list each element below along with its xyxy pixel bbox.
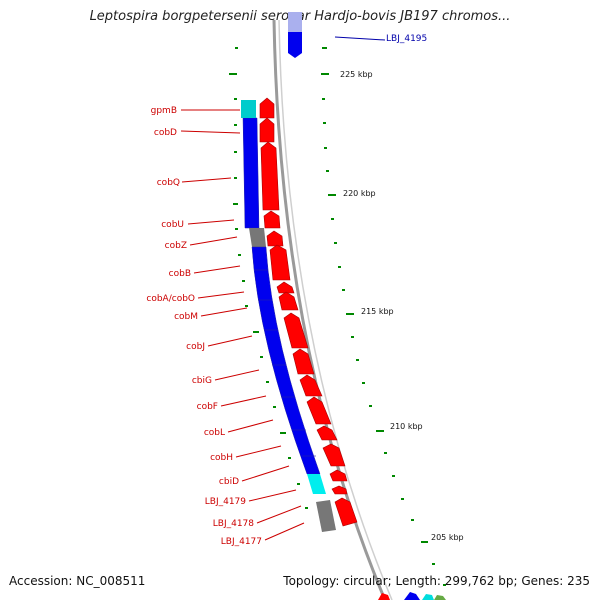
- gene-label-cobH[interactable]: cobH: [210, 453, 233, 463]
- topology-summary: Topology: circular; Length: 299,762 bp; …: [283, 574, 590, 588]
- arrow-cobB[interactable]: [269, 244, 291, 281]
- gene-label-cobQ[interactable]: cobQ: [157, 178, 180, 188]
- arrow-cobZ[interactable]: [266, 230, 284, 247]
- gene-label-gpmB[interactable]: gpmB: [151, 106, 177, 116]
- gene-label-cobB[interactable]: cobB: [169, 269, 191, 279]
- kbp-label-220: 220 kbp: [343, 189, 376, 198]
- kbp-label-210: 210 kbp: [390, 422, 423, 431]
- feature-lbj4177[interactable]: [316, 500, 336, 532]
- gene-label-cobU[interactable]: cobU: [161, 220, 184, 230]
- gene-label-cobA-cobO[interactable]: cobA/cobO: [146, 294, 195, 304]
- gene-label-lbj4179[interactable]: LBJ_4179: [205, 497, 247, 507]
- kbp-label-215: 215 kbp: [361, 307, 394, 316]
- backbone-inner: [278, 19, 393, 600]
- leader-lbj4195: [334, 36, 386, 41]
- gene-label-cobD[interactable]: cobD: [154, 128, 177, 138]
- gene-label-cbiD[interactable]: cbiD: [219, 477, 239, 487]
- arrow-lbj4178[interactable]: [331, 485, 348, 495]
- gene-label-cobM[interactable]: cobM: [174, 312, 198, 322]
- gene-label-cobL[interactable]: cobL: [204, 428, 225, 438]
- arrow-cbiD[interactable]: [322, 443, 346, 467]
- arrow-cobU[interactable]: [263, 210, 281, 229]
- arrow-lbj4179[interactable]: [329, 469, 348, 482]
- gene-label-cobJ[interactable]: cobJ: [186, 342, 205, 352]
- arrow-cobJ[interactable]: [283, 312, 309, 349]
- arrow-cobF[interactable]: [299, 374, 323, 397]
- arrow-cobD[interactable]: [259, 117, 275, 143]
- feature-lbj4195-shade: [288, 12, 302, 32]
- arrow-cobQ[interactable]: [260, 141, 280, 211]
- gene-label-cbiG[interactable]: cbiG: [192, 376, 212, 386]
- gene-label-lbj4178[interactable]: LBJ_4178: [213, 519, 255, 529]
- arrow-cobM[interactable]: [278, 291, 299, 311]
- backbone-outer: [272, 19, 387, 600]
- arrow-gpmB[interactable]: [259, 97, 275, 119]
- inner-ticks: [229, 47, 308, 509]
- bottom-features: [378, 592, 446, 600]
- feature-lbj4179-cyan[interactable]: [307, 474, 326, 494]
- feature-cobD[interactable]: [242, 117, 260, 229]
- feature-lbj4195[interactable]: [288, 32, 302, 58]
- arrow-cobL[interactable]: [306, 396, 332, 425]
- label-lbj4195[interactable]: LBJ_4195: [386, 34, 427, 44]
- kbp-label-225: 225 kbp: [340, 70, 373, 79]
- scale-ticks: [321, 47, 446, 586]
- gene-label-leaders: [180, 109, 305, 541]
- arrow-lbj4177[interactable]: [334, 497, 358, 527]
- gene-label-cobF[interactable]: cobF: [197, 402, 218, 412]
- gene-label-cobZ[interactable]: cobZ: [165, 241, 187, 251]
- feature-gpmB[interactable]: [241, 100, 256, 118]
- arrow-cbiG[interactable]: [292, 348, 315, 375]
- accession-label: Accession: NC_008511: [9, 574, 146, 588]
- gene-labels: gpmB cobD cobQ cobU cobZ cobB cobA/cobO …: [146, 106, 262, 547]
- arrow-cobH[interactable]: [316, 425, 338, 441]
- kbp-label-205: 205 kbp: [431, 533, 464, 542]
- arrow-cobA[interactable]: [276, 281, 295, 294]
- gene-label-lbj4177[interactable]: LBJ_4177: [221, 537, 262, 547]
- forward-strand-track: [259, 97, 358, 527]
- reverse-strand-track: [242, 117, 336, 532]
- feature-cobZ[interactable]: [249, 228, 266, 247]
